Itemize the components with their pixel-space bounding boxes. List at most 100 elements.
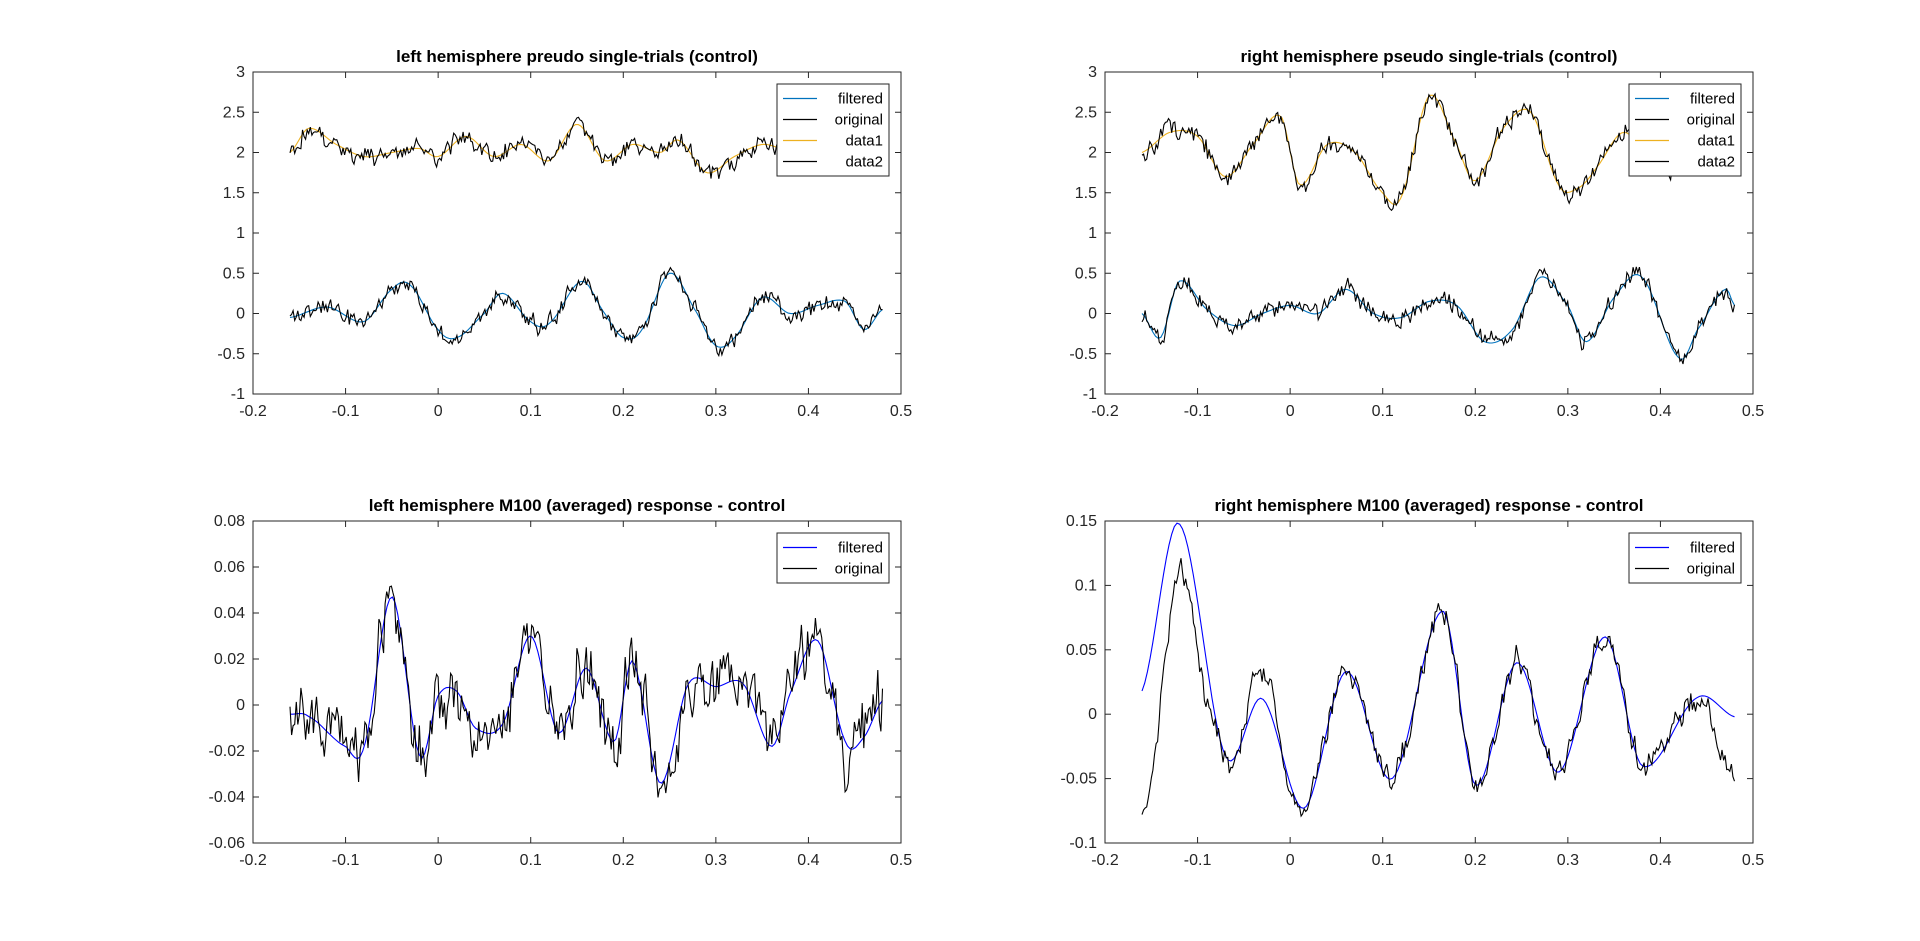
x-tick-label: -0.1	[1184, 852, 1212, 869]
x-tick-label: 0.5	[890, 403, 912, 420]
legend-box	[1628, 83, 1742, 177]
x-tick-label: 0.2	[612, 852, 634, 869]
legend-label-data1: data1	[845, 133, 883, 150]
legend: filtered original	[1628, 532, 1742, 584]
x-tick-label: 0.1	[520, 852, 542, 869]
y-tick-label: 1	[236, 225, 245, 242]
y-tick-label: 0.08	[214, 513, 245, 530]
legend-label-original: original	[1687, 561, 1735, 578]
y-tick-label: 0	[236, 306, 245, 323]
x-tick-label: -0.2	[1091, 852, 1119, 869]
y-tick-label: -0.04	[209, 789, 246, 806]
chart-title: left hemisphere M100 (averaged) response…	[369, 496, 786, 515]
y-tick-label: 0	[236, 697, 245, 714]
x-tick-label: 0.5	[1742, 852, 1764, 869]
chart-right-single-trials: -0.2 -0.1 0 0.1 0.2 0.3 0.4 0.5 -1 -0.5 0 0.5 1 1.5 2 2…	[1069, 47, 1764, 420]
chart-title: left hemisphere preudo single-trials (co…	[396, 47, 758, 66]
legend-box	[1628, 532, 1742, 584]
y-tick-label: -1	[1083, 386, 1097, 403]
y-tick-label: 0.05	[1066, 642, 1097, 659]
y-tick-label: 2	[236, 145, 245, 162]
x-tick-label: 0.2	[1464, 852, 1486, 869]
x-tick-label: -0.2	[1091, 403, 1119, 420]
y-tick-label: 1.5	[1075, 185, 1097, 202]
x-tick-label: -0.1	[332, 403, 360, 420]
axes-box	[252, 520, 902, 844]
chart-left-single-trials: -0.2 -0.1 0 0.1 0.2 0.3 0.4 0.5 -1 -0.5 0 0.5 1 1.5 2 2…	[217, 47, 912, 420]
legend: filtered original data1 data2	[776, 83, 890, 177]
x-tick-label: 0.5	[1742, 403, 1764, 420]
series-line-filtered	[290, 596, 883, 784]
y-tick-label: -1	[231, 386, 245, 403]
axes-box	[1104, 520, 1754, 844]
y-tick-label: 3	[1088, 64, 1097, 81]
legend-label-filtered: filtered	[838, 91, 883, 108]
x-tick-label: 0.1	[1372, 403, 1394, 420]
y-tick-label: 1.5	[223, 185, 245, 202]
legend: filtered original data1 data2	[1628, 83, 1742, 177]
y-tick-label: -0.06	[209, 835, 246, 852]
y-tick-label: 2.5	[223, 104, 245, 121]
series-group	[1141, 522, 1736, 818]
y-tick-label: 0.5	[223, 265, 245, 282]
legend-label-filtered: filtered	[1690, 540, 1735, 557]
y-tick-label: 0.15	[1066, 513, 1097, 530]
legend-label-original: original	[835, 112, 883, 129]
chart-title: right hemisphere pseudo single-trials (c…	[1241, 47, 1618, 66]
y-tick-label: 1	[1088, 225, 1097, 242]
chart-title: right hemisphere M100 (averaged) respons…	[1215, 496, 1644, 515]
x-tick-label: 0	[434, 852, 443, 869]
x-tick-label: 0.4	[797, 852, 819, 869]
y-tick-label: -0.1	[1069, 835, 1097, 852]
x-tick-label: 0.3	[705, 403, 727, 420]
x-tick-label: 0	[1286, 403, 1295, 420]
x-tick-label: 0	[434, 403, 443, 420]
series-line-original	[289, 266, 883, 358]
x-tick-label: 0.3	[1557, 403, 1579, 420]
x-tick-label: 0.3	[705, 852, 727, 869]
legend-label-data2: data2	[1697, 154, 1735, 171]
y-tick-label: 0.5	[1075, 265, 1097, 282]
x-tick-label: -0.1	[332, 852, 360, 869]
x-tick-label: -0.2	[239, 403, 267, 420]
y-tick-label: 2	[1088, 145, 1097, 162]
x-tick-label: 0.2	[612, 403, 634, 420]
y-tick-label: 0.02	[214, 651, 245, 668]
x-tick-label: 0.4	[797, 403, 819, 420]
legend: filtered original	[776, 532, 890, 584]
legend-label-data1: data1	[1697, 133, 1735, 150]
legend-label-original: original	[835, 561, 883, 578]
x-tick-label: 0.1	[1372, 852, 1394, 869]
x-tick-label: -0.1	[1184, 403, 1212, 420]
y-tick-label: 0	[1088, 306, 1097, 323]
y-tick-label: -0.02	[209, 743, 246, 760]
x-tick-label: 0.1	[520, 403, 542, 420]
y-tick-label: 3	[236, 64, 245, 81]
series-group	[289, 585, 884, 798]
y-tick-label: -0.5	[1069, 346, 1097, 363]
legend-label-filtered: filtered	[838, 540, 883, 557]
legend-box	[776, 83, 890, 177]
x-tick-label: 0.4	[1649, 403, 1671, 420]
x-tick-label: 0.4	[1649, 852, 1671, 869]
legend-box	[776, 532, 890, 584]
y-tick-label: -0.05	[1061, 771, 1098, 788]
x-tick-label: -0.2	[239, 852, 267, 869]
y-tick-label: 0.1	[1075, 577, 1097, 594]
y-tick-label: 0	[1088, 706, 1097, 723]
y-tick-label: -0.5	[217, 346, 245, 363]
legend-label-filtered: filtered	[1690, 91, 1735, 108]
y-tick-label: 0.04	[214, 605, 245, 622]
y-tick-label: 2.5	[1075, 104, 1097, 121]
x-tick-label: 0	[1286, 852, 1295, 869]
x-tick-label: 0.3	[1557, 852, 1579, 869]
series-line-original	[1141, 558, 1736, 818]
chart-left-m100: -0.2 -0.1 0 0.1 0.2 0.3 0.4 0.5 -0.06 -0.04 -0.02 0…	[209, 496, 913, 869]
legend-label-data2: data2	[845, 154, 883, 171]
chart-right-m100: -0.2 -0.1 0 0.1 0.2 0.3 0.4 0.5-0.1-0.0500.050.…	[1061, 496, 1765, 869]
series-line-original	[1141, 266, 1736, 365]
series-line-original	[289, 585, 884, 798]
y-tick-label: 0.06	[214, 559, 245, 576]
